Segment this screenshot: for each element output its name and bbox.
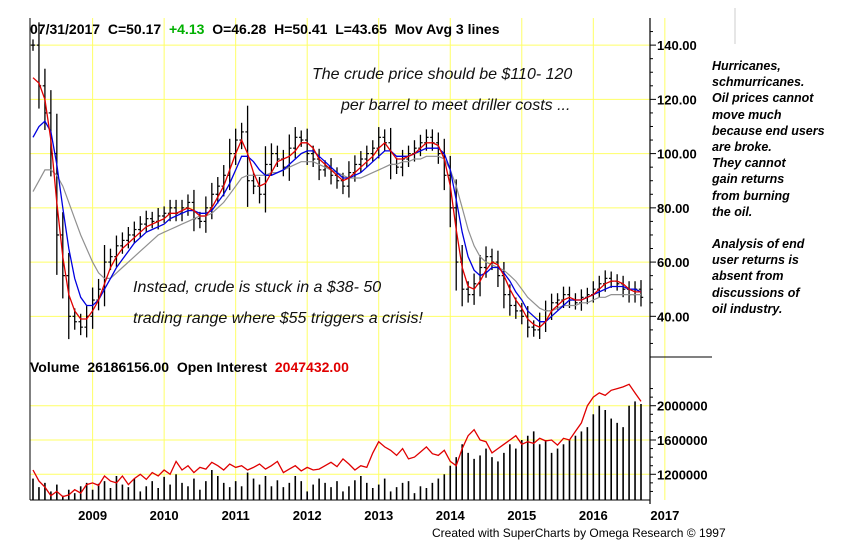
volume-label: Volume: [30, 359, 80, 375]
side-line: oil industry.: [712, 301, 783, 316]
side-line: discussions of: [712, 285, 800, 300]
price-tick-label: 100.00: [657, 147, 697, 162]
side-line: schmurricanes.: [712, 75, 805, 90]
annotation-mid-line2: trading range where $55 triggers a crisi…: [133, 310, 423, 327]
header-change: +4.13: [168, 21, 205, 37]
price-bars: [30, 22, 644, 340]
price-tick-label: 60.00: [657, 255, 690, 270]
axes: [29, 8, 736, 504]
year-tick-label: 2009: [78, 508, 107, 523]
volume-tick-label: 1200000: [657, 467, 708, 482]
side-commentary: Hurricanes, schmurricanes. Oil prices ca…: [712, 58, 847, 317]
side-line: Hurricanes,: [712, 59, 781, 73]
side-line: user returns is: [712, 253, 799, 268]
year-tick-label: 2014: [436, 508, 466, 523]
annotation-top-line1: The crude price should be $110- 120: [312, 66, 573, 83]
tick-labels: 140.00 120.00 100.00 80.00 60.00 40.00 2000000…: [78, 38, 707, 523]
header-close: C=50.17: [107, 21, 162, 37]
side-line: Oil prices cannot: [712, 91, 814, 106]
side-line: They cannot: [712, 156, 786, 171]
side-line: the oil.: [712, 204, 753, 219]
open-interest-line: [32, 383, 642, 498]
price-tick-label: 80.00: [657, 201, 690, 216]
header-open: O=46.28: [212, 21, 267, 37]
year-tick-label: 2015: [507, 508, 536, 523]
header-study: Mov Avg 3 lines: [394, 21, 500, 37]
grid-lines: [30, 18, 666, 500]
year-tick-label: 2017: [650, 508, 679, 523]
side-line: [712, 220, 847, 236]
header-high: H=50.41: [274, 21, 328, 37]
volume-tick-label: 1600000: [657, 433, 708, 448]
annotation-top-line2: per barrel to meet driller costs ...: [341, 97, 571, 114]
year-tick-label: 2016: [579, 508, 608, 523]
side-line: from burning: [712, 188, 790, 203]
volume-header: Volume 26186156.00 Open Interest 2047432…: [30, 359, 349, 375]
price-tick-label: 140.00: [657, 38, 697, 53]
side-line: because end users: [712, 123, 825, 138]
price-tick-label: 120.00: [657, 92, 697, 107]
year-tick-label: 2013: [364, 508, 393, 523]
side-line: absent from: [712, 269, 784, 284]
year-tick-label: 2012: [293, 508, 322, 523]
credit-text: Created with SuperCharts by Omega Resear…: [432, 526, 726, 540]
fast-moving-average: [32, 77, 641, 328]
moving-averages: [32, 77, 642, 328]
annotation-mid-line1: Instead, crude is stuck in a $38- 50: [133, 279, 382, 296]
side-line: gain returns: [712, 172, 785, 187]
volume-value: 26186156.00: [87, 359, 170, 375]
side-line: are broke.: [712, 140, 772, 155]
open-interest-series: [32, 383, 642, 498]
year-tick-label: 2011: [222, 508, 250, 523]
oi-value: 2047432.00: [274, 359, 349, 375]
volume-tick-label: 2000000: [657, 399, 708, 414]
year-tick-label: 2010: [150, 508, 179, 523]
header-line: 07/31/2017 C=50.17 +4.13 O=46.28 H=50.41…: [30, 21, 500, 37]
mid-moving-average: [32, 120, 642, 323]
header-date: 07/31/2017: [30, 21, 101, 37]
price-tick-label: 40.00: [657, 309, 690, 324]
side-line: Analysis of end: [712, 237, 805, 252]
header-low: L=43.65: [335, 21, 387, 37]
oi-label: Open Interest: [176, 359, 268, 375]
side-line: move much: [712, 107, 782, 122]
